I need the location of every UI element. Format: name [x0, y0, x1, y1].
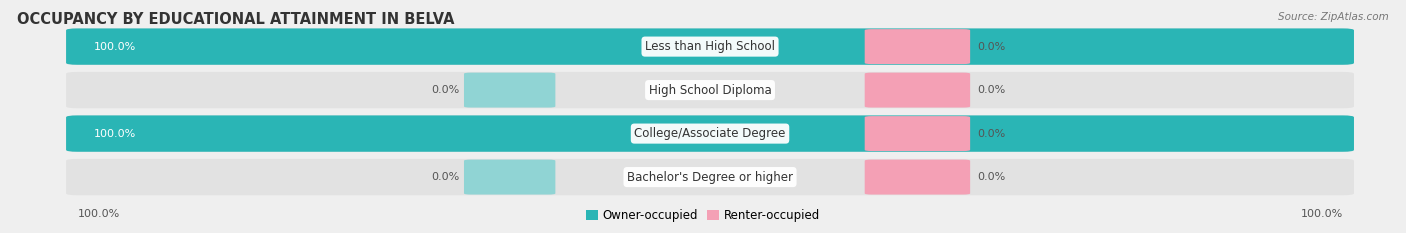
Text: 0.0%: 0.0% [977, 172, 1005, 182]
FancyBboxPatch shape [66, 28, 1354, 65]
Text: High School Diploma: High School Diploma [648, 84, 772, 97]
Text: Less than High School: Less than High School [645, 40, 775, 53]
FancyBboxPatch shape [66, 28, 1354, 65]
Legend: Owner-occupied, Renter-occupied: Owner-occupied, Renter-occupied [581, 205, 825, 227]
Text: 0.0%: 0.0% [432, 85, 460, 95]
Text: Source: ZipAtlas.com: Source: ZipAtlas.com [1278, 12, 1389, 22]
FancyBboxPatch shape [66, 115, 1354, 152]
FancyBboxPatch shape [66, 72, 1354, 108]
Text: Bachelor's Degree or higher: Bachelor's Degree or higher [627, 171, 793, 184]
Text: 100.0%: 100.0% [94, 42, 136, 51]
FancyBboxPatch shape [865, 29, 970, 64]
Text: 100.0%: 100.0% [94, 129, 136, 139]
Text: 100.0%: 100.0% [1301, 209, 1343, 219]
FancyBboxPatch shape [66, 115, 1354, 152]
FancyBboxPatch shape [865, 73, 970, 108]
Text: 0.0%: 0.0% [977, 129, 1005, 139]
Text: 0.0%: 0.0% [432, 172, 460, 182]
FancyBboxPatch shape [464, 73, 555, 108]
Text: OCCUPANCY BY EDUCATIONAL ATTAINMENT IN BELVA: OCCUPANCY BY EDUCATIONAL ATTAINMENT IN B… [17, 12, 454, 27]
Text: 100.0%: 100.0% [77, 209, 120, 219]
Text: 0.0%: 0.0% [977, 42, 1005, 51]
FancyBboxPatch shape [865, 116, 970, 151]
FancyBboxPatch shape [865, 160, 970, 195]
FancyBboxPatch shape [66, 159, 1354, 195]
Text: 0.0%: 0.0% [977, 85, 1005, 95]
Text: College/Associate Degree: College/Associate Degree [634, 127, 786, 140]
FancyBboxPatch shape [464, 160, 555, 195]
